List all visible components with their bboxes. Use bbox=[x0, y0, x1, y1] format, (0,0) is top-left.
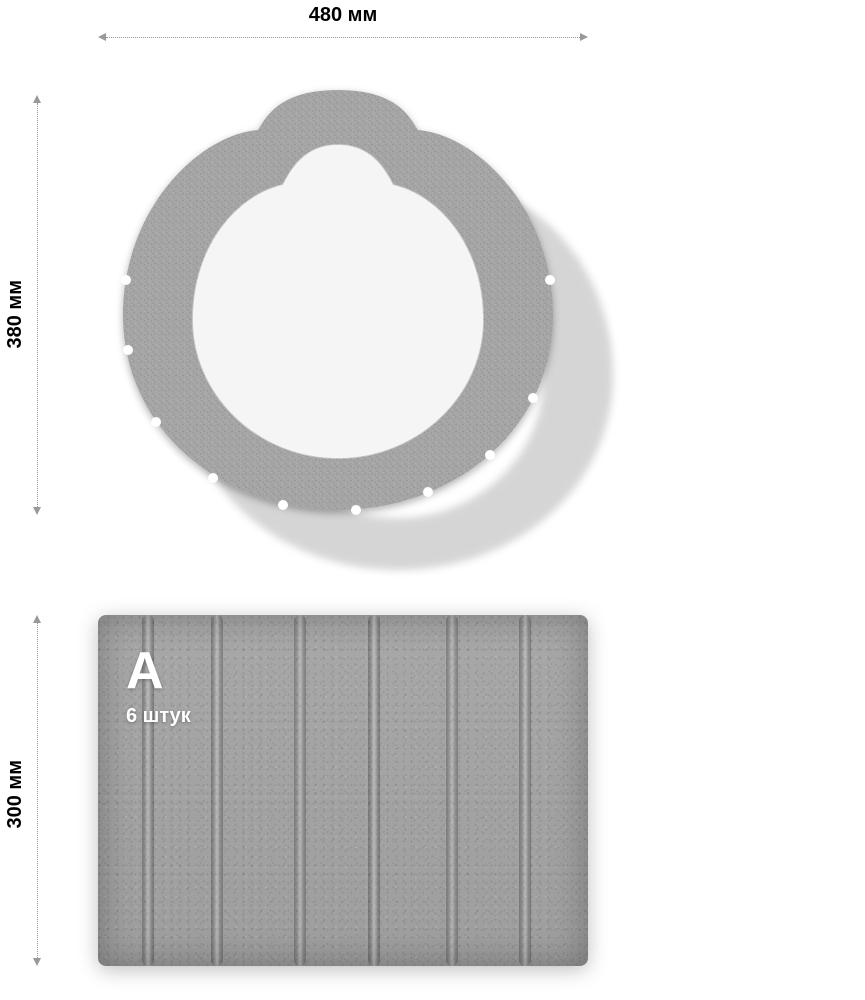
panel-quantity: 6 штук bbox=[126, 705, 191, 728]
arrow-left-icon bbox=[98, 33, 106, 41]
arrow-down-icon bbox=[33, 507, 41, 515]
panel-groove bbox=[446, 615, 458, 966]
dimension-height-bottom-label: 300 мм bbox=[4, 760, 27, 829]
panel-groove bbox=[211, 615, 223, 966]
panel-letter: A bbox=[126, 645, 191, 697]
arrow-right-icon bbox=[580, 33, 588, 41]
panel-groove bbox=[368, 615, 380, 966]
ring-main bbox=[98, 80, 578, 520]
arrow-down-icon bbox=[33, 958, 41, 966]
panel-groove bbox=[294, 615, 306, 966]
dimension-height-bottom-line bbox=[37, 623, 38, 958]
panel-label-group: A 6 штук bbox=[126, 645, 191, 728]
product-ring-area bbox=[98, 80, 638, 580]
panel-groove bbox=[519, 615, 531, 966]
dimension-width-line bbox=[106, 37, 580, 38]
arrow-up-icon bbox=[33, 95, 41, 103]
arrow-up-icon bbox=[33, 615, 41, 623]
dimension-width-label: 480 мм bbox=[309, 4, 378, 27]
product-panel-a: A 6 штук bbox=[98, 615, 588, 966]
dimension-height-top-label: 380 мм bbox=[4, 280, 27, 349]
dimension-height-top-line bbox=[37, 103, 38, 507]
